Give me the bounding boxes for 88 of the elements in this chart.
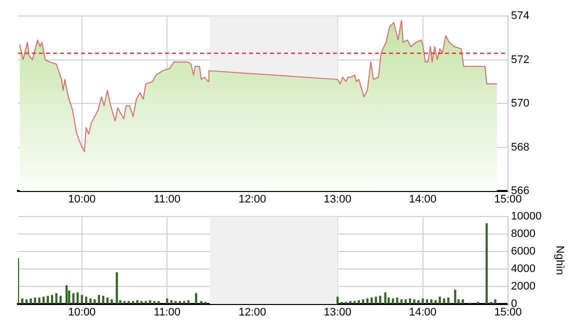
bar [89,298,92,304]
bar [123,301,126,304]
bar [98,294,100,304]
bar [106,298,109,304]
bar [136,300,138,304]
bar [195,293,198,304]
y-tick-label: 4000 [511,263,536,276]
bar [400,299,403,304]
bar [443,298,446,304]
y-tick-label: 10000 [511,210,542,223]
x-tick-label: 14:00 [409,306,437,319]
y-tick-label: 2000 [511,280,536,293]
bar [128,301,130,304]
bar [413,299,416,304]
bar [38,298,40,304]
bar [30,298,32,304]
x-tick-label: 10:00 [68,306,96,319]
bar [374,296,377,304]
bar [392,298,394,304]
bar [370,298,373,304]
bar [404,299,407,304]
bar [384,292,386,304]
y-tick-label: 8000 [511,228,536,240]
bar [494,299,496,304]
bar [183,301,186,304]
bar [366,298,368,304]
bar [362,299,364,304]
y-axis-title: Nghìn [553,246,566,275]
bar [65,285,68,304]
bar [110,299,113,304]
bar [46,296,49,304]
bar [170,300,172,304]
bar [153,301,156,304]
bar [76,292,79,304]
bar [454,290,456,304]
bar [144,301,147,304]
y-tick-label: 574 [511,10,530,22]
bar [102,296,104,304]
y-tick-label: 6000 [511,246,536,258]
x-tick-label: 14:00 [409,194,437,206]
bar [80,294,83,304]
x-tick-label: 11:00 [154,306,180,319]
bar [116,272,118,304]
bar [174,301,177,304]
y-tick-label: 572 [511,54,530,66]
y-tick-label: 568 [511,141,530,154]
bar [158,301,160,304]
bar [426,299,428,304]
bar [72,293,74,304]
x-tick-label: 13:00 [324,306,352,319]
bar [434,300,437,304]
bar [42,296,45,304]
x-tick-label: 12:00 [238,194,266,206]
x-tick-label: 15:00 [494,306,522,319]
bar [34,298,36,304]
bar [25,299,28,304]
bar [200,301,202,304]
bar [396,298,398,304]
bar [149,300,152,304]
bar [94,299,96,304]
bar [187,300,190,304]
bar [178,301,181,304]
bar [486,223,488,304]
bar [166,298,168,304]
bar [430,299,432,304]
bar [140,301,143,304]
bar [417,300,420,304]
bar [354,301,356,304]
x-tick-label: 10:00 [68,194,96,206]
bar [132,301,134,304]
bar [85,296,88,304]
x-tick-label: 12:00 [238,306,266,319]
bar [336,296,339,304]
x-tick-label: 13:00 [324,194,352,206]
bar [55,293,58,304]
bar [51,294,54,304]
bar [438,296,441,304]
bar [60,296,62,304]
bar [447,298,450,304]
y-tick-label: 570 [511,98,530,110]
bar [379,296,382,304]
bar [462,299,464,304]
bar [21,298,24,304]
bar [358,300,360,304]
bar [422,298,424,304]
x-tick-label: 11:00 [154,194,180,206]
bar [408,298,412,304]
bar [349,301,352,304]
